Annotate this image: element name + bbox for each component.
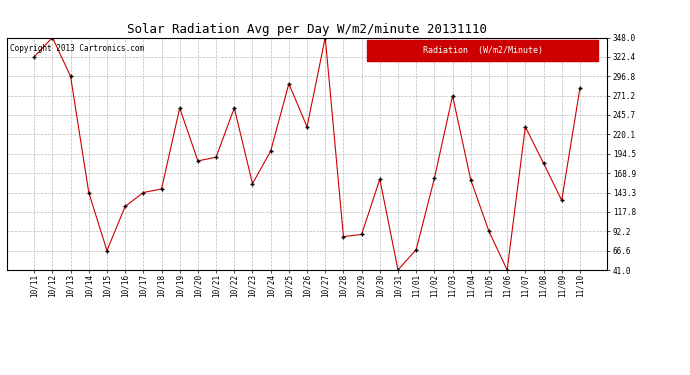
Bar [367,40,598,61]
Title: Solar Radiation Avg per Day W/m2/minute 20131110: Solar Radiation Avg per Day W/m2/minute … [127,23,487,36]
Text: Copyright 2013 Cartronics.com: Copyright 2013 Cartronics.com [10,45,144,54]
Text: Radiation  (W/m2/Minute): Radiation (W/m2/Minute) [423,46,542,55]
